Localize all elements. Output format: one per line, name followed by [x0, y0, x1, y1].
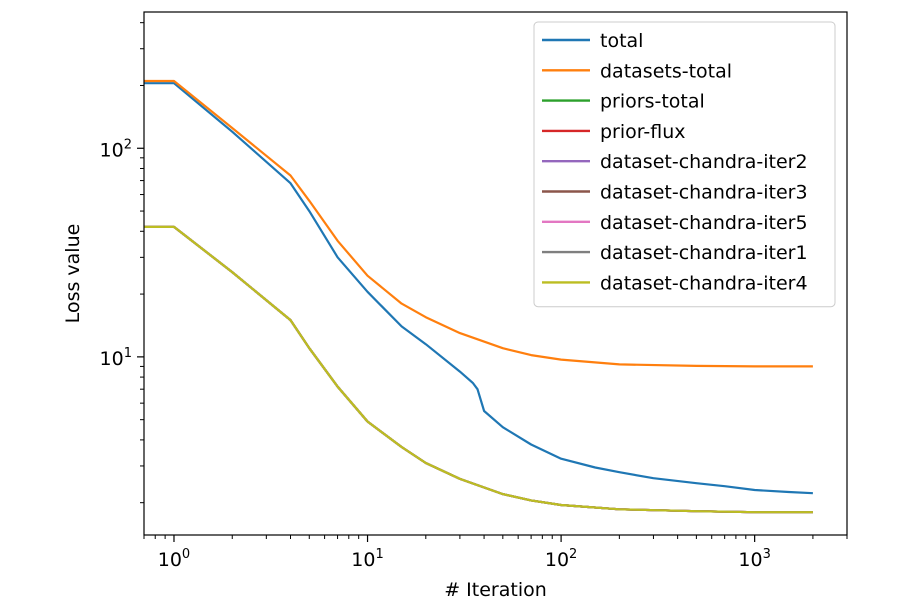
x-axis-label: # Iteration: [444, 579, 547, 600]
series-line-dataset-chandra-iter4: [144, 225, 813, 514]
legend-label-datasets-total: datasets-total: [600, 60, 732, 82]
legend-box: [533, 21, 836, 308]
series-line-total: [144, 82, 813, 495]
legend-label-dataset-chandra-iter5: dataset-chandra-iter5: [600, 212, 808, 234]
legend-label-priors-total: priors-total: [600, 91, 705, 113]
y-tick-label: 102: [100, 137, 132, 161]
y-axis-label: Loss value: [62, 224, 84, 324]
series-layer: [144, 79, 813, 514]
legend-label-total: total: [600, 30, 643, 52]
legend-label-dataset-chandra-iter2: dataset-chandra-iter2: [600, 151, 808, 173]
series-line-datasets-total: [144, 79, 813, 368]
x-tick-label: 101: [351, 547, 383, 571]
legend-label-prior-flux: prior-flux: [600, 121, 685, 143]
legend: total datasets-total priors-total prior-flu…: [533, 21, 836, 308]
x-tick-label: 102: [545, 547, 577, 571]
legend-label-dataset-chandra-iter3: dataset-chandra-iter3: [600, 182, 808, 204]
plot-frame: [143, 11, 848, 536]
legend-label-dataset-chandra-iter4: dataset-chandra-iter4: [600, 272, 808, 294]
ticks-layer: 100 101 102 103 101 102: [100, 22, 848, 571]
y-tick-label: 101: [100, 346, 132, 370]
x-tick-label: 100: [158, 547, 190, 571]
x-tick-label: 103: [738, 547, 770, 571]
legend-label-dataset-chandra-iter1: dataset-chandra-iter1: [600, 242, 808, 264]
